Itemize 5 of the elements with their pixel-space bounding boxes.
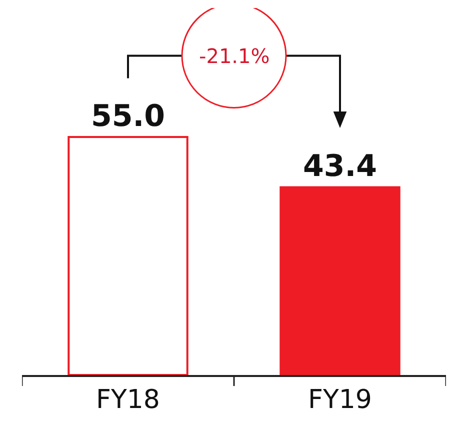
data-label: 55.0 bbox=[90, 99, 166, 134]
text: -21.1% bbox=[199, 44, 270, 68]
x-tick-label: FY18 bbox=[96, 384, 160, 415]
data-label: 43.4 bbox=[302, 149, 378, 184]
x-tick-label: FY19 bbox=[308, 384, 372, 415]
